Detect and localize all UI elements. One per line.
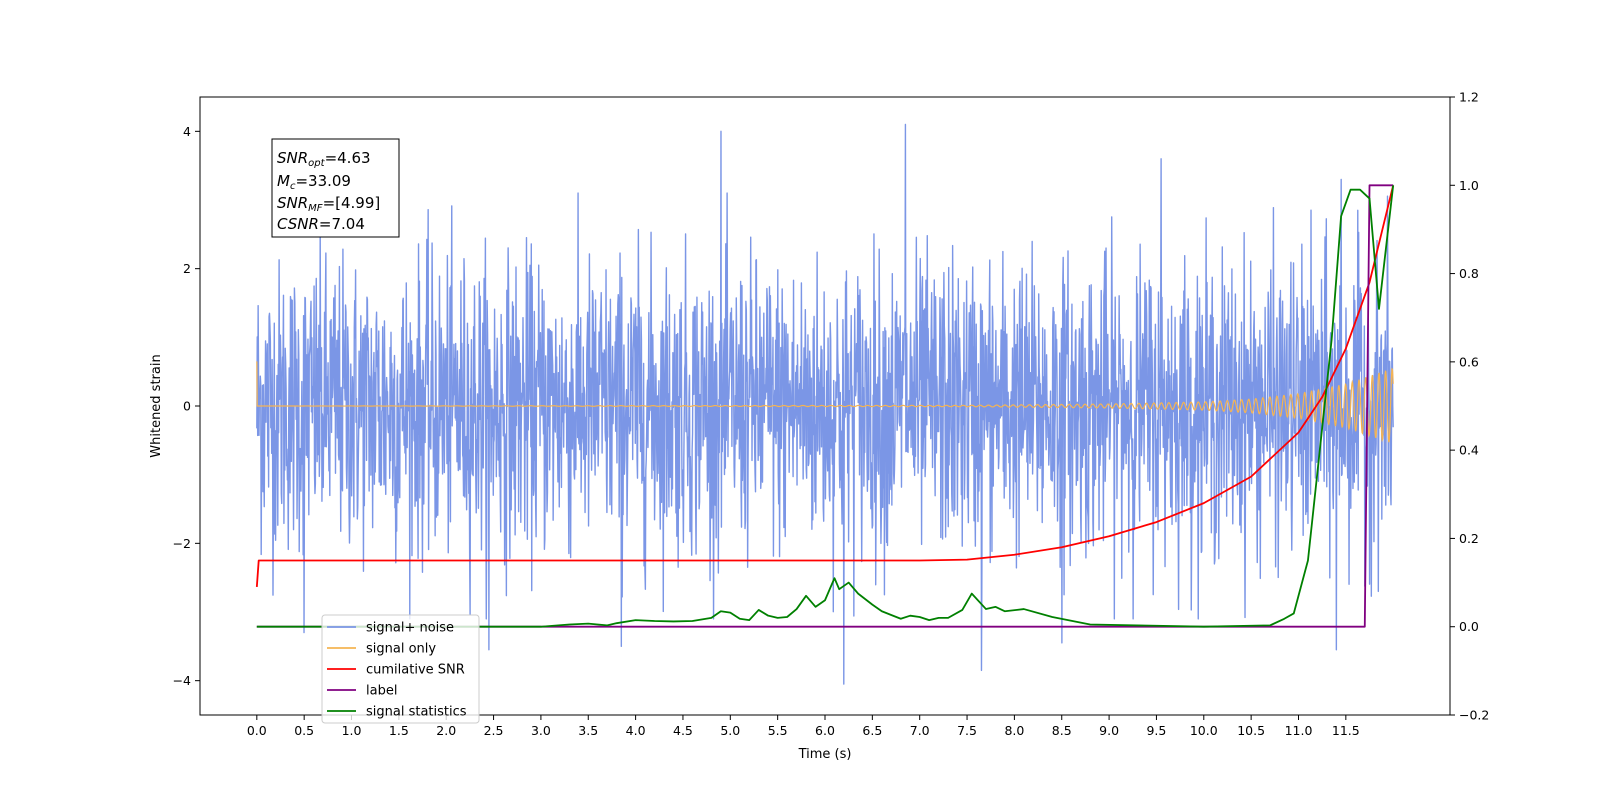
- x-tick-label: 6.0: [815, 723, 835, 738]
- x-tick-label: 7.0: [910, 723, 930, 738]
- y-left-tick-label: 4: [183, 124, 191, 139]
- legend-frame: [321, 614, 480, 724]
- x-tick-label: 2.0: [436, 723, 456, 738]
- y-left-tick-label: −2: [173, 536, 191, 551]
- x-tick-label: 1.5: [389, 723, 409, 738]
- y-left-tick-label: −4: [173, 673, 191, 688]
- x-tick-label: 7.5: [957, 723, 977, 738]
- x-tick-label: 9.5: [1146, 723, 1166, 738]
- x-tick-label: 10.0: [1190, 723, 1218, 738]
- x-tick-label: 0.0: [247, 723, 267, 738]
- x-tick-label: 5.0: [720, 723, 740, 738]
- stats-box-frame: [271, 138, 400, 238]
- x-tick-label: 2.5: [484, 723, 504, 738]
- x-tick-label: 0.5: [294, 723, 314, 738]
- legend-label: signal statistics: [366, 705, 467, 720]
- x-tick-label: 8.5: [1052, 723, 1072, 738]
- y-left-tick-label: 2: [183, 261, 191, 276]
- legend-label: cumilative SNR: [366, 663, 465, 678]
- legend-label: label: [366, 684, 397, 699]
- series-line-signal-statistics: [256, 185, 1395, 628]
- stats-snr-opt: SNRopt=4.63: [277, 149, 371, 169]
- series-line-signal-only: [256, 361, 1394, 443]
- x-tick-label: 6.5: [862, 723, 882, 738]
- y-axis-left: −4 −2 0 2 4: [173, 124, 200, 688]
- x-tick-label: 5.5: [768, 723, 788, 738]
- x-tick-label: 10.5: [1237, 723, 1265, 738]
- x-tick-label: 11.0: [1285, 723, 1313, 738]
- stats-box: SNRopt=4.63 Mc=33.09 SNRMF=[4.99] CSNR=7…: [271, 138, 400, 238]
- series-line-signal-noise: [256, 123, 1394, 685]
- stats-snr-mf: SNRMF=[4.99]: [277, 194, 380, 214]
- series-line-label: [256, 184, 1394, 628]
- legend-label: signal+ noise: [366, 621, 454, 636]
- y-right-tick-label: 0.6: [1459, 354, 1479, 369]
- series-line-cumilative-snr: [255, 185, 1395, 588]
- stats-csnr: CSNR=7.04: [277, 215, 365, 233]
- x-tick-label: 3.5: [578, 723, 598, 738]
- y-right-tick-label: −0.2: [1459, 708, 1489, 723]
- y-axis-title: Whitened strain: [149, 354, 164, 457]
- y-right-tick-label: 1.2: [1459, 90, 1479, 105]
- x-tick-label: 4.0: [626, 723, 646, 738]
- legend-label: signal only: [366, 642, 436, 657]
- x-tick-label: 3.0: [531, 723, 551, 738]
- y-axis-right: −0.2 0.0 0.2 0.4 0.6 0.8 1.0 1.2: [1450, 90, 1489, 723]
- legend: signal+ noise signal only cumilative SNR la…: [321, 614, 480, 724]
- x-axis: 0.0 0.5 1.0 1.5 2.0 2.5 3.0 3.5 4.0 4.5 5.0 5.5 6.0 6…: [247, 715, 1360, 738]
- x-tick-label: 4.5: [673, 723, 693, 738]
- x-tick-label: 9.0: [1099, 723, 1119, 738]
- y-right-tick-label: 0.0: [1459, 619, 1479, 634]
- y-right-tick-label: 0.2: [1459, 531, 1479, 546]
- y-right-tick-label: 0.8: [1459, 266, 1479, 281]
- stats-mc: Mc=33.09: [277, 172, 351, 192]
- x-tick-label: 1.0: [342, 723, 362, 738]
- y-right-tick-label: 1.0: [1459, 178, 1479, 193]
- x-tick-label: 8.0: [1004, 723, 1024, 738]
- series-layer: [255, 123, 1395, 685]
- x-tick-label: 11.5: [1332, 723, 1360, 738]
- y-left-tick-label: 0: [183, 399, 191, 414]
- x-axis-title: Time (s): [798, 747, 852, 762]
- y-right-tick-label: 0.4: [1459, 443, 1479, 458]
